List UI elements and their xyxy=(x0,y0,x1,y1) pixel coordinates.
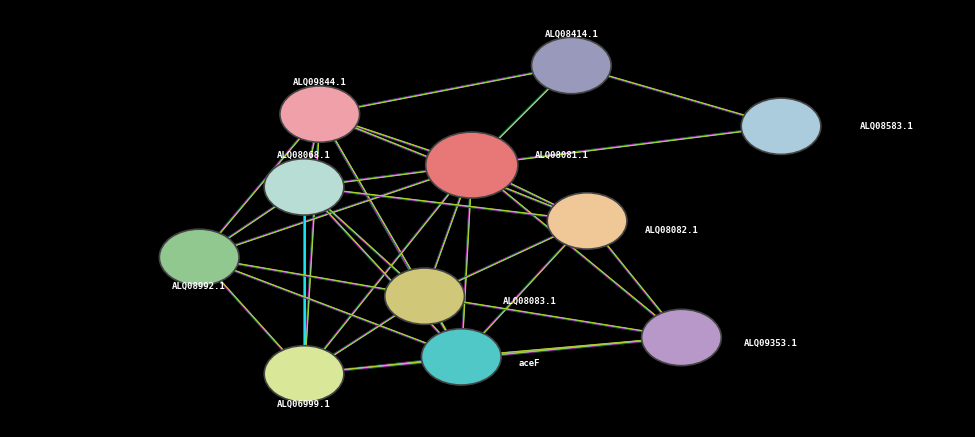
Text: ALQ08414.1: ALQ08414.1 xyxy=(544,29,599,38)
Ellipse shape xyxy=(642,309,722,366)
Ellipse shape xyxy=(280,86,360,142)
Text: ALQ08068.1: ALQ08068.1 xyxy=(277,151,331,160)
Ellipse shape xyxy=(547,193,627,249)
Ellipse shape xyxy=(159,229,239,285)
Text: ALQ08583.1: ALQ08583.1 xyxy=(860,122,914,131)
Ellipse shape xyxy=(426,132,518,198)
Text: ALQ09353.1: ALQ09353.1 xyxy=(744,339,799,348)
Ellipse shape xyxy=(264,159,344,215)
Text: aceF: aceF xyxy=(519,359,540,368)
Ellipse shape xyxy=(531,38,611,94)
Text: ALQ08081.1: ALQ08081.1 xyxy=(534,151,589,160)
Ellipse shape xyxy=(421,329,501,385)
Ellipse shape xyxy=(385,268,464,324)
Text: ALQ09844.1: ALQ09844.1 xyxy=(292,78,347,87)
Text: ALQ08992.1: ALQ08992.1 xyxy=(173,282,226,291)
Text: ALQ06999.1: ALQ06999.1 xyxy=(277,399,331,409)
Ellipse shape xyxy=(264,346,344,402)
Ellipse shape xyxy=(741,98,821,154)
Text: ALQ08082.1: ALQ08082.1 xyxy=(644,226,698,235)
Text: ALQ08083.1: ALQ08083.1 xyxy=(503,297,557,305)
